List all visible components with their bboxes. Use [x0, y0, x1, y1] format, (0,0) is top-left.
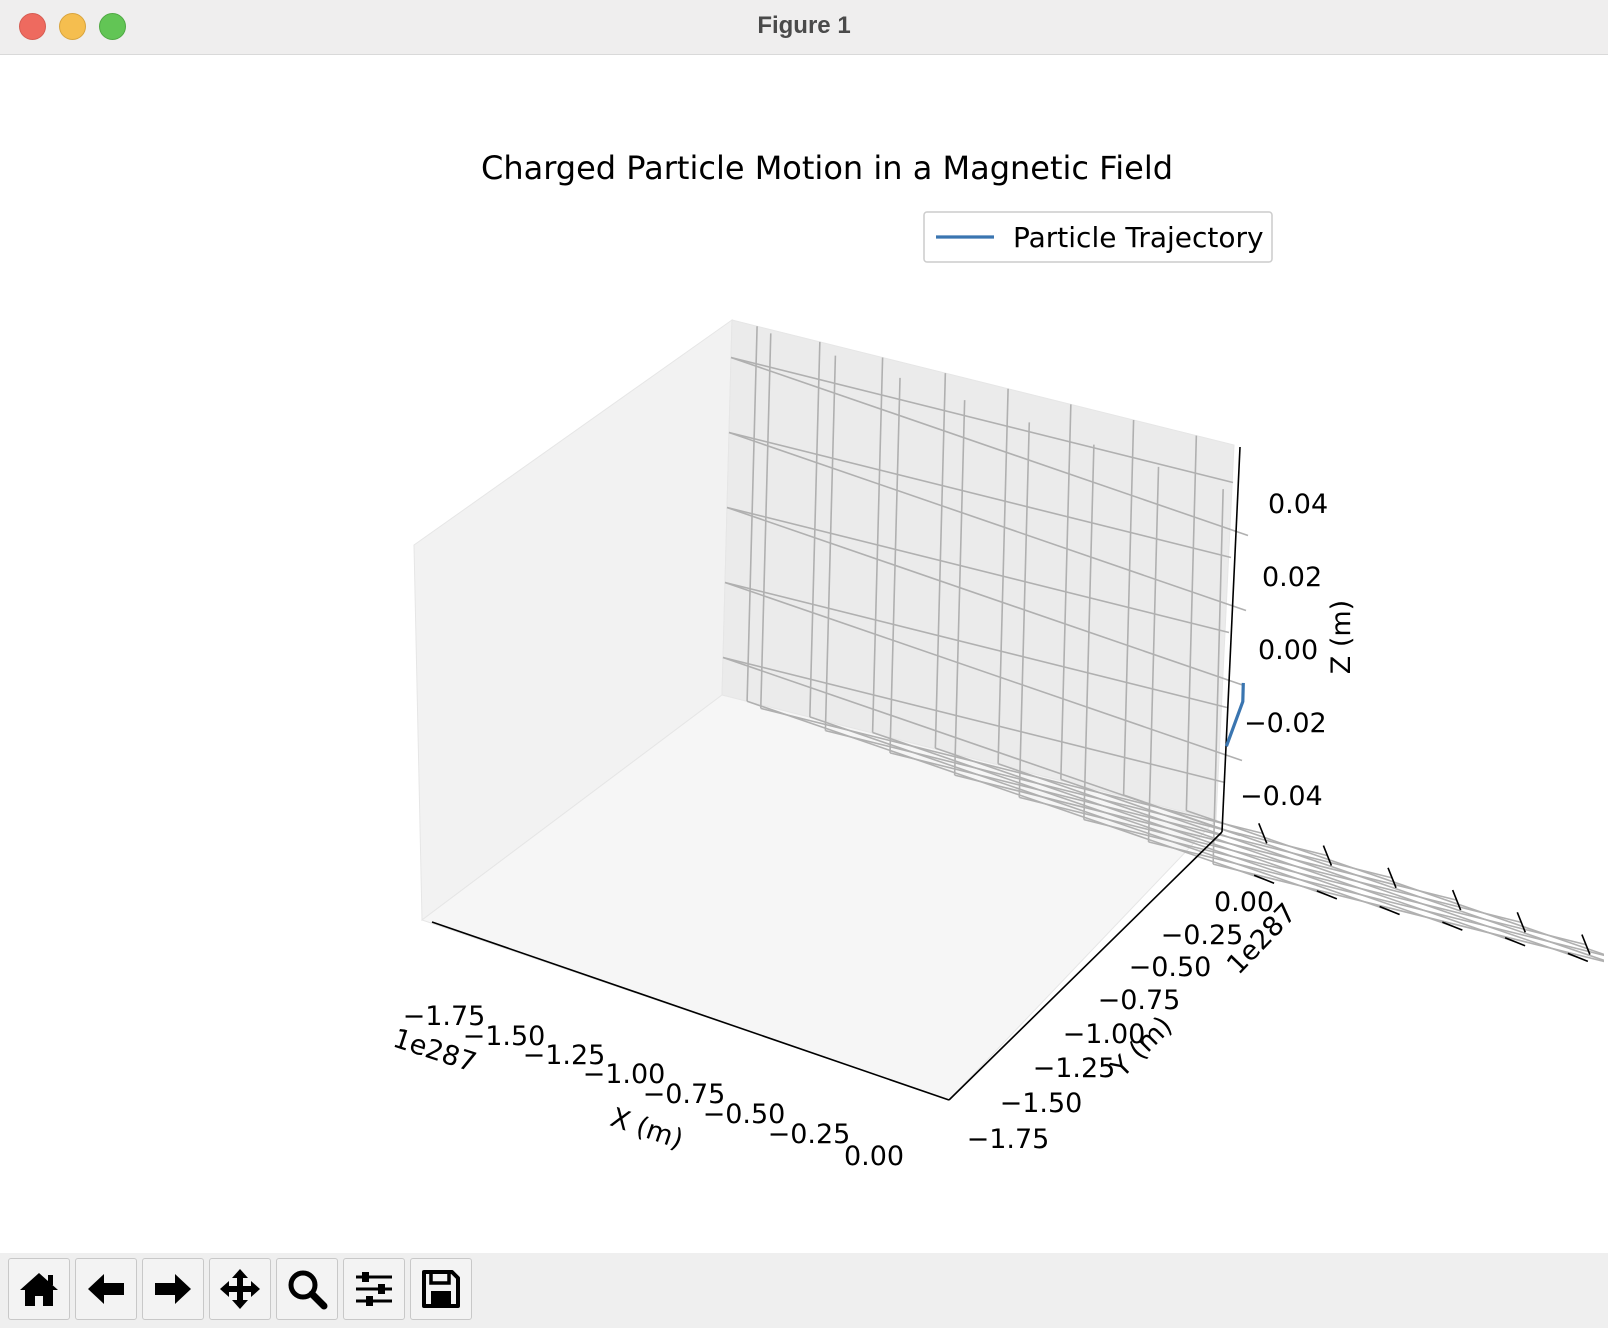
x-tick-label: −1.50	[463, 1021, 546, 1052]
sliders-icon	[356, 1272, 392, 1306]
z-tick-label: 0.04	[1268, 489, 1328, 520]
grid-line	[730, 356, 1234, 484]
grid-line	[1060, 778, 1579, 959]
y-tick	[1379, 905, 1400, 916]
y-tick	[1316, 890, 1338, 900]
z-tick-label: −0.02	[1244, 708, 1327, 739]
figure-canvas[interactable]: −1.75 −1.50 −1.25 −1.00 −0.75 −0.50 −0.2…	[4, 55, 1608, 1253]
grid-line	[935, 747, 1453, 927]
axis-ticks	[1253, 823, 1591, 963]
y-tick-label: −1.25	[1033, 1053, 1116, 1084]
title-bar: Figure 1	[0, 0, 1608, 55]
grid-line	[724, 581, 1228, 709]
x-tick	[1258, 823, 1268, 844]
x-axis-label: X (m)	[607, 1102, 687, 1156]
grid-line	[997, 762, 1516, 943]
y-tick	[1442, 921, 1463, 931]
legend: Particle Trajectory	[923, 211, 1273, 263]
grid-lines	[722, 326, 1608, 964]
x-tick-label: −0.75	[643, 1079, 726, 1110]
z-tick-label: 0.00	[1258, 635, 1318, 666]
x-tick-label: 0.00	[844, 1141, 904, 1172]
grid-line	[1186, 809, 1608, 957]
x-tick	[1322, 845, 1333, 866]
grid-line	[1083, 818, 1587, 946]
save-button[interactable]	[410, 1258, 472, 1320]
grid-line	[730, 356, 1249, 537]
chart-title: Charged Particle Motion in a Magnetic Fi…	[481, 149, 1173, 187]
x-tick-label: −0.50	[703, 1099, 786, 1130]
grid-line	[726, 506, 1245, 687]
home-button[interactable]	[8, 1258, 70, 1320]
y-tick-label: −0.50	[1129, 952, 1212, 983]
grid-line	[724, 581, 1243, 762]
maximize-window-button[interactable]	[99, 13, 126, 40]
x-tick-label: −0.25	[768, 1119, 851, 1150]
zoom-button[interactable]	[276, 1258, 338, 1320]
legend-label: Particle Trajectory	[1013, 221, 1264, 254]
close-window-button[interactable]	[19, 13, 46, 40]
y-tick-label: 0.00	[1214, 887, 1274, 918]
x-tick	[1387, 867, 1397, 889]
x-axis-line	[431, 921, 950, 1101]
y-tick-label: −0.75	[1098, 985, 1181, 1016]
floppy-disk-icon	[422, 1270, 460, 1308]
z-tick-label: −0.04	[1240, 781, 1323, 812]
x-tick-label: −1.75	[403, 1001, 486, 1032]
y-tick-label: −1.50	[1000, 1088, 1083, 1119]
x-tick-label: −1.25	[523, 1040, 606, 1071]
back-button[interactable]	[75, 1258, 137, 1320]
x-tick-label: −1.00	[583, 1059, 666, 1090]
grid-line	[872, 731, 1390, 912]
x-tick	[1516, 912, 1527, 933]
y-axis-line	[948, 831, 1223, 1101]
grid-line	[722, 656, 1226, 784]
arrow-right-icon	[155, 1274, 191, 1304]
magnifier-icon	[288, 1270, 328, 1310]
configure-subplots-button[interactable]	[343, 1258, 405, 1320]
y-tick	[1253, 874, 1275, 884]
move-icon	[220, 1269, 260, 1309]
chart-3d[interactable]: −1.75 −1.50 −1.25 −1.00 −0.75 −0.50 −0.2…	[4, 55, 1608, 1253]
grid-line	[728, 431, 1247, 612]
grid-line	[728, 431, 1232, 559]
z-tick-label: 0.02	[1262, 562, 1322, 593]
forward-button[interactable]	[142, 1258, 204, 1320]
x-tick	[1451, 889, 1462, 911]
navigation-toolbar	[0, 1253, 1608, 1328]
arrow-left-icon	[88, 1274, 124, 1304]
y-tick	[1567, 952, 1589, 963]
y-tick-label: −1.00	[1063, 1019, 1146, 1050]
x-tick	[1581, 934, 1591, 955]
home-icon	[20, 1273, 58, 1306]
y-tick-label: −0.25	[1161, 920, 1244, 951]
z-axis-label: Z (m)	[1326, 600, 1357, 674]
z-axis-line	[1221, 446, 1241, 833]
minimize-window-button[interactable]	[59, 13, 86, 40]
pan-button[interactable]	[209, 1258, 271, 1320]
series-line-particle-trajectory	[1224, 682, 1245, 747]
window-title: Figure 1	[757, 12, 851, 39]
grid-line	[809, 716, 1328, 896]
grid-line	[746, 700, 1265, 881]
legend-box	[923, 211, 1273, 263]
grid-line	[726, 506, 1230, 634]
y-tick	[1504, 937, 1526, 947]
y-tick-label: −1.75	[967, 1124, 1050, 1155]
grid-line	[722, 656, 1241, 837]
